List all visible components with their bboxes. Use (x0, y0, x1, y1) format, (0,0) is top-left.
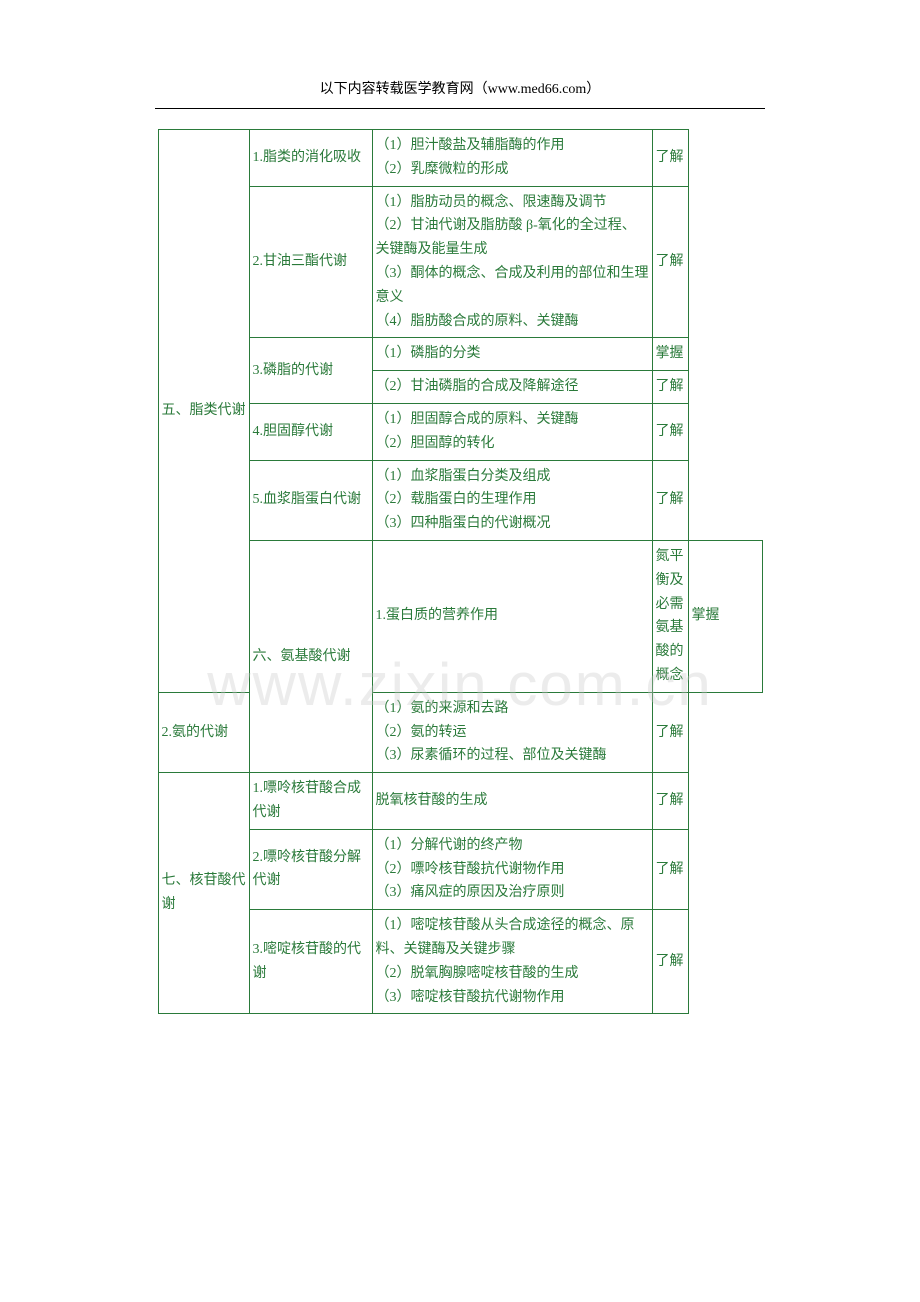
table-cell: 氮平衡及必需氨基酸的概念 (652, 540, 688, 692)
table-cell: 了解 (652, 692, 688, 772)
table-row: 2.甘油三酯代谢（1）脂肪动员的概念、限速酶及调节（2）甘油代谢及脂肪酸 β-氧… (158, 186, 762, 338)
header-rule (155, 108, 765, 109)
table-row: 七、核苷酸代谢1.嘌呤核苷酸合成代谢脱氧核苷酸的生成了解 (158, 773, 762, 830)
table-cell: 2.氨的代谢 (158, 692, 249, 772)
table-cell: 1.脂类的消化吸收 (249, 130, 372, 187)
table-cell: 4.胆固醇代谢 (249, 403, 372, 460)
table-cell: （1）脂肪动员的概念、限速酶及调节（2）甘油代谢及脂肪酸 β-氧化的全过程、关键… (372, 186, 652, 338)
syllabus-table: 五、脂类代谢1.脂类的消化吸收（1）胆汁酸盐及辅脂酶的作用（2）乳糜微粒的形成了… (158, 129, 763, 1014)
table-row: 5.血浆脂蛋白代谢（1）血浆脂蛋白分类及组成（2）载脂蛋白的生理作用（3）四种脂… (158, 460, 762, 540)
table-cell: 了解 (652, 371, 688, 404)
table-cell: 了解 (652, 403, 688, 460)
table-cell: （1）磷脂的分类 (372, 338, 652, 371)
table-cell: （1）胆汁酸盐及辅脂酶的作用（2）乳糜微粒的形成 (372, 130, 652, 187)
table-cell: 5.血浆脂蛋白代谢 (249, 460, 372, 540)
page-header: 以下内容转载医学教育网（www.med66.com） (0, 0, 920, 108)
table-row: 六、氨基酸代谢1.蛋白质的营养作用氮平衡及必需氨基酸的概念掌握 (158, 540, 762, 692)
table-cell: 3.嘧啶核苷酸的代谢 (249, 910, 372, 1014)
table-cell: （1）血浆脂蛋白分类及组成（2）载脂蛋白的生理作用（3）四种脂蛋白的代谢概况 (372, 460, 652, 540)
table-cell: （2）甘油磷脂的合成及降解途径 (372, 371, 652, 404)
table-row: 3.嘧啶核苷酸的代谢（1）嘧啶核苷酸从头合成途径的概念、原料、关键酶及关键步骤（… (158, 910, 762, 1014)
table-cell: 掌握 (688, 540, 762, 692)
table-cell: 1.嘌呤核苷酸合成代谢 (249, 773, 372, 830)
table-cell: 脱氧核苷酸的生成 (372, 773, 652, 830)
table-cell: 了解 (652, 130, 688, 187)
table-cell: 3.磷脂的代谢 (249, 338, 372, 404)
table-cell: 1.蛋白质的营养作用 (372, 540, 652, 692)
table-cell: 六、氨基酸代谢 (249, 540, 372, 772)
table-row: 2.嘌呤核苷酸分解代谢（1）分解代谢的终产物（2）嘌呤核苷酸抗代谢物作用（3）痛… (158, 829, 762, 909)
table-cell: 七、核苷酸代谢 (158, 773, 249, 1014)
table-cell: 2.嘌呤核苷酸分解代谢 (249, 829, 372, 909)
table-cell: 了解 (652, 773, 688, 830)
table-cell: 五、脂类代谢 (158, 130, 249, 693)
table-row: 2.氨的代谢 （1）氨的来源和去路（2）氨的转运（3）尿素循环的过程、部位及关键酶… (158, 692, 762, 772)
table-cell: （1）分解代谢的终产物（2）嘌呤核苷酸抗代谢物作用（3）痛风症的原因及治疗原则 (372, 829, 652, 909)
table-cell: 了解 (652, 186, 688, 338)
table-cell: （1）胆固醇合成的原料、关键酶（2）胆固醇的转化 (372, 403, 652, 460)
table-row: 3.磷脂的代谢（1）磷脂的分类掌握 (158, 338, 762, 371)
table-cell: 掌握 (652, 338, 688, 371)
table-cell: 2.甘油三酯代谢 (249, 186, 372, 338)
table-cell: 了解 (652, 829, 688, 909)
table-row: 五、脂类代谢1.脂类的消化吸收（1）胆汁酸盐及辅脂酶的作用（2）乳糜微粒的形成了… (158, 130, 762, 187)
table-cell: （1）氨的来源和去路（2）氨的转运（3）尿素循环的过程、部位及关键酶 (372, 692, 652, 772)
table-row: 4.胆固醇代谢（1）胆固醇合成的原料、关键酶（2）胆固醇的转化了解 (158, 403, 762, 460)
table-cell: 了解 (652, 460, 688, 540)
table-cell: 了解 (652, 910, 688, 1014)
table-cell: （1）嘧啶核苷酸从头合成途径的概念、原料、关键酶及关键步骤（2）脱氧胸腺嘧啶核苷… (372, 910, 652, 1014)
